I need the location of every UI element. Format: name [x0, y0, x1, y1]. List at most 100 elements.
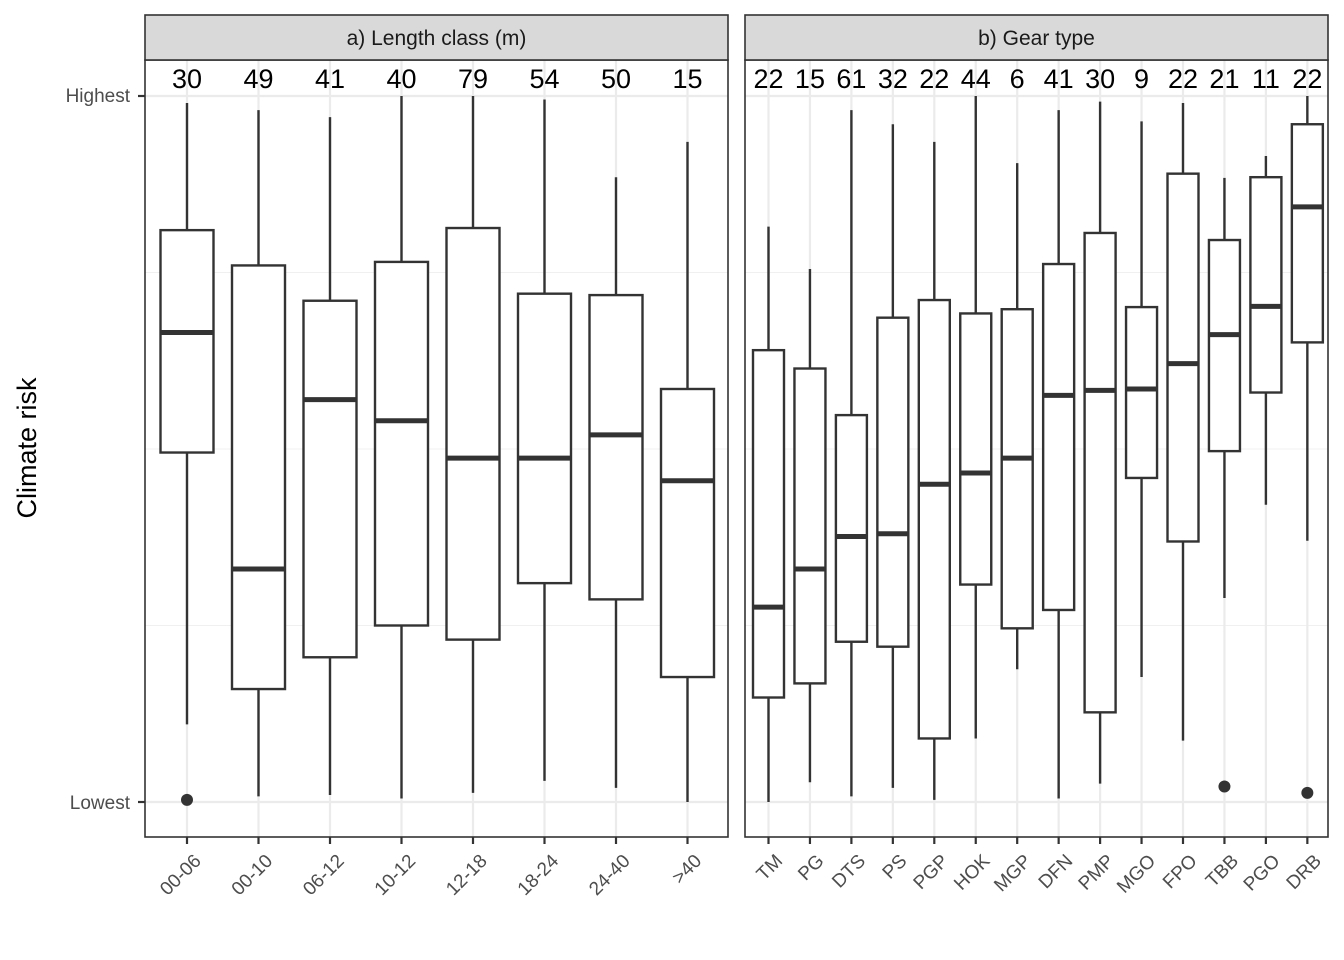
x-tick-label-mgp: MGP — [990, 851, 1035, 896]
box-ps — [876, 124, 910, 788]
box-00-10 — [230, 110, 287, 797]
box-dts — [834, 110, 869, 797]
iqr-box — [373, 260, 430, 627]
iqr-box — [959, 312, 993, 586]
count-label-dts: 61 — [836, 64, 866, 94]
y-axis-label: Climate risk — [12, 377, 42, 519]
iqr-box — [1124, 305, 1159, 480]
panel-gear-type: 22 TM 15 PG 61 DTS 32 PS 22 PGP 44 HOK 6 MGP 41 DFN 30 PM… — [744, 14, 1329, 898]
box-dfn — [1041, 110, 1076, 799]
y-tick-label-lowest: Lowest — [70, 793, 131, 814]
iqr-box — [917, 298, 951, 740]
x-tick-label-12-18: 12-18 — [442, 851, 491, 900]
box-00-06 — [159, 103, 215, 806]
count-label-dfn: 41 — [1044, 64, 1074, 94]
box-tm — [751, 226, 786, 802]
iqr-box — [751, 348, 786, 699]
box-pgo — [1249, 156, 1283, 505]
x-tick-label-pgp: PGP — [910, 851, 953, 894]
box-10-12 — [373, 96, 430, 799]
x-tick-label-06-12: 06-12 — [299, 851, 348, 900]
facet-strip-title: a) Length class (m) — [347, 27, 527, 50]
facet-strip-title: b) Gear type — [978, 27, 1095, 50]
count-label-40: 15 — [672, 64, 702, 94]
iqr-box — [1041, 262, 1076, 612]
facet-strip — [144, 14, 729, 61]
x-tick-label-dfn: DFN — [1035, 851, 1077, 893]
outlier-point — [1218, 780, 1231, 793]
iqr-box — [1207, 238, 1242, 453]
count-label-18-24: 54 — [529, 64, 559, 94]
count-label-mgo: 9 — [1134, 64, 1149, 94]
iqr-box — [1000, 308, 1034, 630]
x-tick-label-tbb: TBB — [1202, 851, 1243, 892]
iqr-box — [588, 293, 644, 601]
iqr-box — [1166, 172, 1200, 543]
iqr-box — [659, 387, 716, 679]
box-06-12 — [302, 117, 358, 795]
x-tick-label-fpo: FPO — [1159, 851, 1201, 893]
x-tick-label-ps: PS — [879, 851, 912, 884]
count-label-pgo: 11 — [1252, 64, 1280, 94]
iqr-box — [1290, 123, 1325, 344]
box-40 — [659, 141, 716, 802]
count-label-00-06: 30 — [172, 64, 202, 94]
x-tick-label-pg: PG — [794, 851, 828, 885]
y-axis: Highest Lowest — [66, 86, 145, 814]
box-mgp — [1000, 163, 1034, 670]
count-label-12-18: 79 — [458, 64, 488, 94]
box-18-24 — [516, 99, 573, 781]
count-label-mgp: 6 — [1010, 64, 1025, 94]
count-label-tm: 22 — [753, 64, 783, 94]
box-24-40 — [588, 177, 644, 788]
box-hok — [959, 96, 993, 739]
box-12-18 — [445, 96, 501, 793]
count-label-tbb: 21 — [1209, 64, 1239, 94]
iqr-box — [516, 292, 573, 585]
box-mgo — [1124, 121, 1159, 678]
outlier-point — [1301, 786, 1314, 799]
x-tick-label-pgo: PGO — [1240, 851, 1285, 896]
iqr-box — [834, 413, 869, 643]
iqr-box — [159, 228, 215, 454]
box-pmp — [1083, 101, 1117, 784]
outlier-point — [181, 793, 193, 806]
x-tick-label-pmp: PMP — [1075, 851, 1119, 895]
box-pgp — [917, 141, 951, 800]
iqr-box — [1083, 231, 1117, 714]
count-label-hok: 44 — [961, 64, 991, 94]
x-tick-label-00-06: 00-06 — [156, 851, 205, 900]
count-label-10-12: 40 — [386, 64, 416, 94]
count-label-pgp: 22 — [919, 64, 949, 94]
x-tick-label-hok: HOK — [950, 851, 994, 895]
count-label-fpo: 22 — [1168, 64, 1198, 94]
x-tick-label-mgo: MGO — [1113, 851, 1160, 898]
box-drb — [1290, 96, 1325, 799]
count-label-24-40: 50 — [601, 64, 631, 94]
iqr-box — [445, 226, 501, 641]
count-label-ps: 32 — [878, 64, 908, 94]
facet-strip — [744, 14, 1329, 61]
count-label-pg: 15 — [795, 64, 825, 94]
count-label-00-10: 49 — [243, 64, 273, 94]
x-tick-label-dts: DTS — [828, 851, 870, 893]
iqr-box — [876, 316, 910, 648]
iqr-box — [793, 367, 827, 685]
x-tick-label-drb: DRB — [1283, 851, 1326, 894]
box-pg — [793, 268, 827, 783]
iqr-box — [230, 264, 287, 691]
x-tick-label-tm: TM — [753, 851, 787, 885]
count-label-pmp: 30 — [1085, 64, 1115, 94]
x-tick-label-24-40: 24-40 — [585, 851, 634, 900]
box-fpo — [1166, 103, 1200, 741]
count-label-06-12: 41 — [315, 64, 345, 94]
iqr-box — [1249, 175, 1283, 394]
panel-length-class: 30 00-06 49 00-10 41 06-12 40 10-12 79 12-18 54 18-… — [144, 14, 729, 900]
x-tick-label-18-24: 18-24 — [514, 850, 564, 900]
count-label-drb: 22 — [1292, 64, 1322, 94]
y-tick-label-highest: Highest — [66, 86, 131, 107]
x-tick-label-40: >40 — [668, 851, 706, 889]
iqr-box — [302, 299, 358, 659]
x-tick-label-10-12: 10-12 — [371, 851, 420, 900]
x-tick-label-00-10: 00-10 — [228, 851, 277, 900]
